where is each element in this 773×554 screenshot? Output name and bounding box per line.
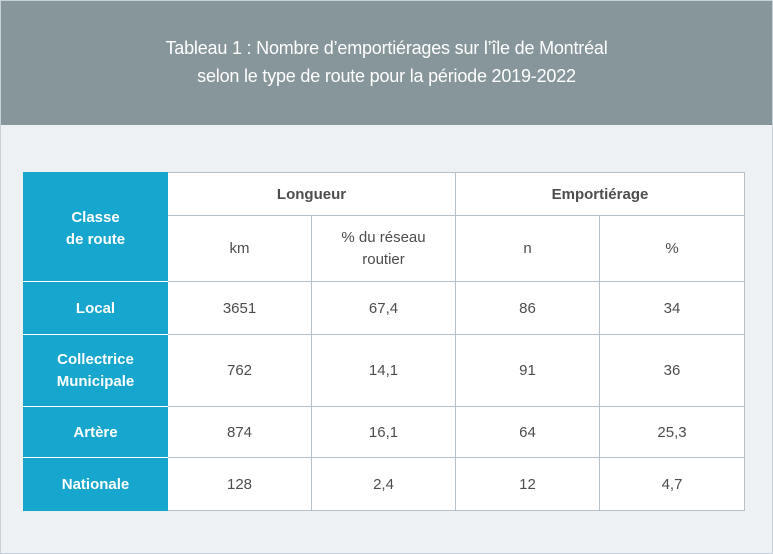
table-row-local: Local 3651 67,4 86 34 (23, 281, 745, 335)
row-label-nationale-text: Nationale (61, 475, 130, 493)
cell-length-km: 3651 (167, 281, 312, 335)
title-banner: Tableau 1 : Nombre d’emportiérages sur l… (1, 1, 772, 125)
subheader-network-percent-line2: routier (362, 250, 405, 268)
cell-count: 12 (455, 457, 600, 511)
cell-count: 91 (455, 334, 600, 407)
cell-length-km: 762 (167, 334, 312, 407)
table-title-line-1: Tableau 1 : Nombre d’emportiérages sur l… (165, 38, 608, 58)
table-title-line-2: selon le type de route pour la période 2… (197, 66, 576, 86)
column-header-road-class-line1: Classe (71, 209, 120, 226)
cell-count: 64 (455, 406, 600, 458)
group-header-door-crash: Emportiérage (455, 172, 745, 216)
cell-percent: 36 (599, 334, 745, 407)
row-label-artere: Artère (23, 406, 168, 458)
column-header-road-class: Classe de route (23, 172, 168, 282)
cell-count: 86 (455, 281, 600, 335)
subheader-percent-label: % (665, 240, 679, 257)
subheader-network-percent: % du réseau routier (311, 215, 456, 282)
table-row-collectrice: Collectrice Municipale 762 14,1 91 36 (23, 334, 745, 407)
road-class-table: Classe de route Longueur Emportiérage km… (23, 172, 745, 511)
subheader-km: km (167, 215, 312, 282)
column-header-road-class-line2: de route (65, 231, 126, 248)
table-row-artere: Artère 874 16,1 64 25,3 (23, 406, 745, 458)
row-label-collectrice: Collectrice Municipale (23, 334, 168, 407)
row-label-collectrice-line1: Collectrice (57, 350, 134, 368)
header-row-groups: Classe de route Longueur Emportiérage (23, 172, 745, 282)
subheader-count-label: n (523, 240, 532, 257)
cell-percent: 4,7 (599, 457, 745, 511)
row-label-artere-text: Artère (73, 423, 118, 441)
cell-length-km: 128 (167, 457, 312, 511)
cell-network-percent: 14,1 (311, 334, 456, 407)
row-label-collectrice-line2: Municipale (56, 372, 135, 390)
row-label-nationale: Nationale (23, 457, 168, 511)
cell-network-percent: 2,4 (311, 457, 456, 511)
row-label-local: Local (23, 281, 168, 335)
table-row-nationale: Nationale 128 2,4 12 4,7 (23, 457, 745, 511)
cell-length-km: 874 (167, 406, 312, 458)
cell-percent: 25,3 (599, 406, 745, 458)
row-label-local-text: Local (75, 299, 116, 317)
subheader-count: n (455, 215, 600, 282)
cell-network-percent: 67,4 (311, 281, 456, 335)
subheader-percent: % (599, 215, 745, 282)
cell-percent: 34 (599, 281, 745, 335)
header-row-subcolumns: km % du réseau routier n % (24, 215, 745, 282)
subheader-km-label: km (229, 240, 250, 257)
group-header-length: Longueur (167, 172, 456, 216)
subheader-network-percent-line1: % du réseau (341, 228, 426, 246)
cell-network-percent: 16,1 (311, 406, 456, 458)
